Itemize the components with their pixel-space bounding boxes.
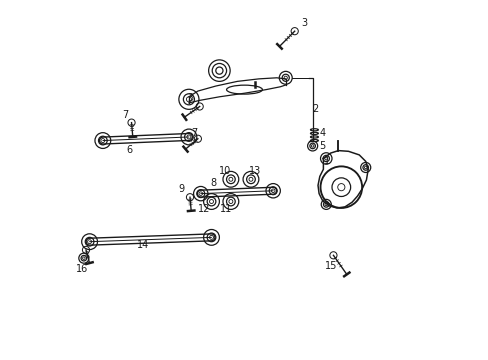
Text: 5: 5 — [319, 141, 325, 151]
Text: 7: 7 — [122, 111, 128, 121]
Text: 2: 2 — [312, 104, 318, 114]
Text: 13: 13 — [248, 166, 261, 176]
Text: 6: 6 — [126, 144, 132, 154]
Text: 1: 1 — [323, 156, 329, 166]
Text: 8: 8 — [209, 178, 216, 188]
Text: 15: 15 — [325, 261, 337, 271]
Text: 11: 11 — [220, 204, 232, 215]
Text: 9: 9 — [178, 184, 184, 194]
Text: 3: 3 — [301, 18, 307, 28]
Text: 16: 16 — [76, 264, 88, 274]
Text: 10: 10 — [219, 166, 231, 176]
Text: 14: 14 — [137, 240, 149, 250]
Text: 3: 3 — [187, 93, 193, 103]
Text: 7: 7 — [191, 128, 197, 138]
Text: 4: 4 — [319, 129, 325, 138]
Text: 12: 12 — [198, 204, 210, 215]
